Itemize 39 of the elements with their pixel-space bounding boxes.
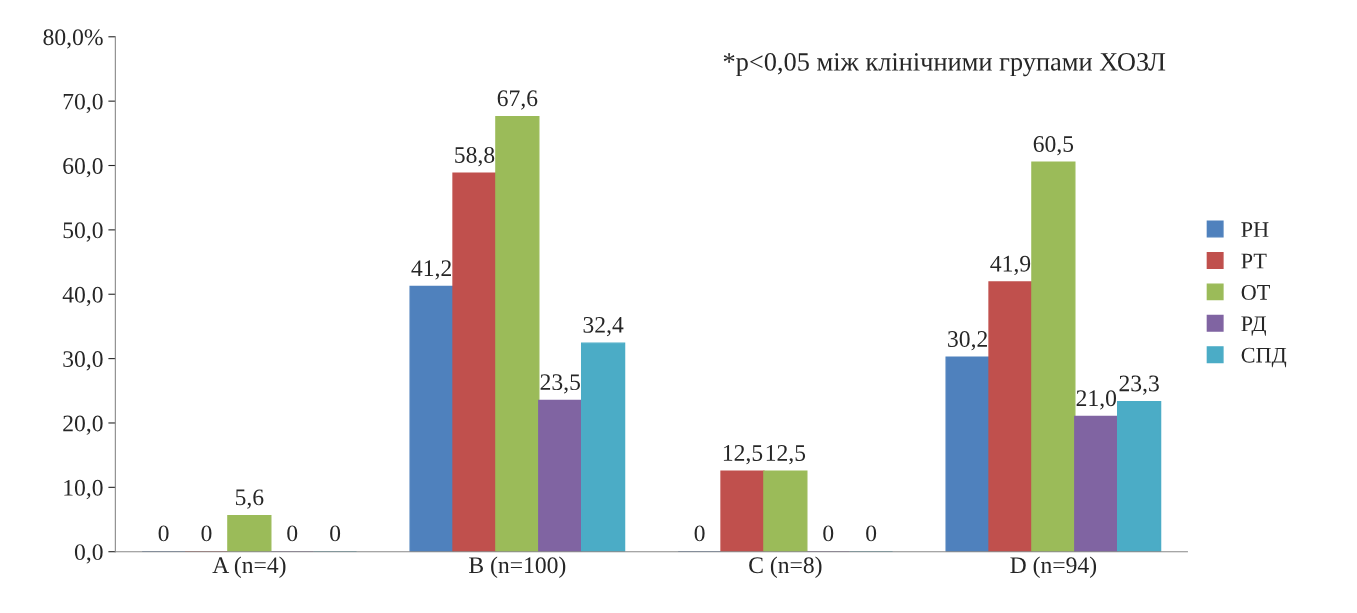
x-tick-label: C (n=8) (749, 556, 822, 578)
y-tick-label: 20,0 (63, 415, 103, 435)
data-label: 0 (201, 525, 212, 542)
data-label: 0 (866, 525, 877, 542)
data-label: 0 (330, 525, 341, 542)
annotation: *p<0,05 між клінічними групами ХОЗЛ (723, 52, 1166, 77)
data-label: 30,2 (948, 331, 987, 351)
legend-label: РН (1241, 222, 1269, 237)
data-label: 41,2 (411, 260, 451, 280)
y-tick-label: 0,0 (74, 544, 103, 564)
x-tick-label: A (n=4) (212, 556, 286, 578)
data-label: 23,3 (1119, 375, 1159, 395)
data-label: 32,4 (583, 316, 624, 337)
data-label: 0 (694, 525, 705, 542)
data-label: 12,5 (723, 445, 763, 465)
y-tick-label: 60,0 (63, 158, 103, 178)
data-label: 5,6 (235, 489, 264, 509)
y-tick-label: 80,0% (43, 29, 103, 49)
data-label: 60,5 (1033, 136, 1074, 156)
data-label: 0 (158, 525, 169, 542)
legend-label: ОТ (1241, 284, 1270, 300)
legend-label: РТ (1241, 253, 1267, 269)
data-label: 58,8 (455, 146, 495, 167)
x-tick-label: D (n=94) (1010, 556, 1097, 578)
legend-label: РД (1241, 316, 1267, 336)
y-tick-label: 10,0 (64, 479, 103, 500)
y-tick-label: 40,0 (62, 286, 103, 307)
data-label: 21,0 (1076, 390, 1117, 410)
y-tick-label: 30,0 (63, 351, 103, 371)
y-tick-label: 70,0 (63, 93, 103, 113)
y-tick-label: 50,0 (63, 222, 103, 242)
data-label: 12,5 (766, 445, 806, 465)
x-tick-label: B (n=100) (469, 556, 566, 578)
data-label: 67,6 (497, 90, 538, 110)
data-label: 41,9 (990, 255, 1031, 276)
legend-label: СПД (1241, 347, 1287, 368)
data-label: 0 (287, 525, 298, 542)
data-label: 23,5 (540, 374, 580, 394)
data-label: 0 (823, 525, 834, 542)
